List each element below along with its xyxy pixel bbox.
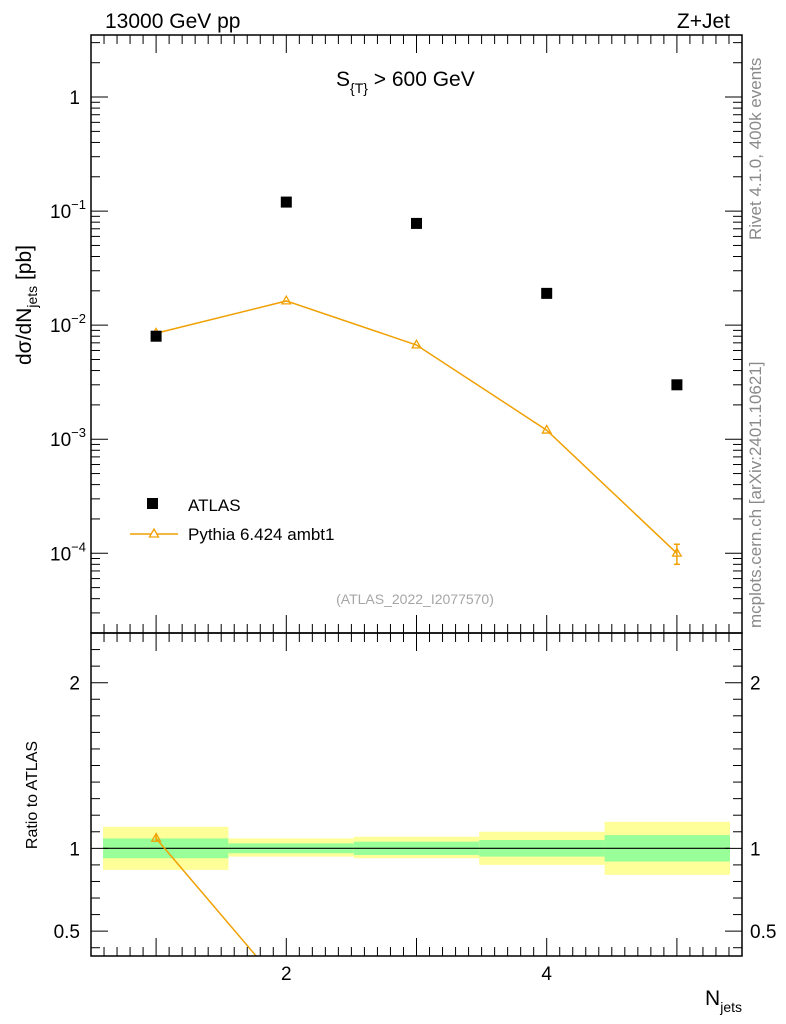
x-tick-label: 4 [541, 964, 552, 985]
legend-mc-marker [148, 527, 160, 538]
legend-atlas-marker [147, 498, 158, 509]
ratio-mc-point [282, 987, 291, 995]
mcplots-source-label: mcplots.cern.ch [arXiv:2401.10621] [746, 362, 765, 628]
svg-text:dσ/dNjets [pb]: dσ/dNjets [pb] [13, 245, 40, 365]
legend-mc-label: Pythia 6.424 ambt1 [188, 525, 334, 544]
mc-data-point [411, 338, 422, 349]
legend-atlas-label: ATLAS [188, 496, 241, 515]
ratio-mc-point [673, 1004, 682, 1012]
atlas-data-point [280, 196, 292, 208]
atlas-data-point [150, 330, 162, 342]
atlas-data-point [541, 287, 553, 299]
plot-title: S{T} > 600 GeV [336, 68, 475, 96]
ratio-panel: 0.5 0.5 1 1 2 2 Ratio to ATLAS [24, 632, 777, 1012]
x-axis-label: Njets [705, 987, 742, 1015]
atlas-data-point [671, 379, 683, 391]
ratio-mc-point [150, 832, 162, 842]
y-tick-label: 10−1 [50, 197, 86, 223]
header-left-label: 13000 GeV pp [105, 10, 240, 33]
y-tick-label: 10−4 [50, 539, 86, 565]
ratio-y-tick-label-left: 1 [69, 839, 80, 860]
rivet-version-label: Rivet 4.1.0, 400k events [746, 58, 765, 240]
ratio-mc-markers [150, 832, 682, 1012]
main-panel: 1 10−1 10−2 10−3 10−4 S{T} > 600 GeV dσ/dNje… [13, 34, 743, 634]
header-right-label: Z+Jet [677, 10, 730, 33]
main-axis-ticks [91, 35, 742, 634]
y-tick-label: 10−3 [50, 425, 86, 451]
analysis-id-label: (ATLAS_2022_I2077570) [336, 591, 494, 607]
ratio-y-tick-label-left: 2 [69, 674, 80, 695]
mc-markers [150, 294, 683, 557]
ratio-frame [90, 632, 743, 957]
x-tick-label: 2 [281, 964, 292, 985]
ratio-y-tick-label-right: 0.5 [750, 922, 776, 943]
ratio-y-tick-label-right: 1 [750, 839, 761, 860]
ratio-mc-point [412, 995, 421, 1003]
ratio-y-axis-label: Ratio to ATLAS [24, 741, 41, 849]
ratio-y-tick-label-right: 2 [750, 674, 761, 695]
y-tick-label: 10−2 [50, 311, 86, 337]
mc-series-line [155, 300, 678, 554]
ratio-axis-ticks [91, 633, 742, 956]
atlas-data-point [411, 217, 422, 229]
ratio-y-tick-label-left: 0.5 [54, 922, 80, 943]
ratio-y-tick-labels: 0.5 0.5 1 1 2 2 [54, 674, 777, 943]
mc-data-point [541, 424, 553, 434]
main-y-tick-labels: 1 10−1 10−2 10−3 10−4 [50, 88, 86, 565]
mc-data-point [280, 294, 292, 305]
legend: ATLAS Pythia 6.424 ambt1 [130, 496, 334, 544]
ratio-mc-line [155, 837, 258, 956]
y-tick-label: 1 [69, 88, 80, 109]
mc-data-point [671, 547, 683, 557]
ratio-mc-point [542, 999, 551, 1007]
main-y-axis-label: dσ/dNjets [pb] [13, 245, 40, 365]
atlas-markers [150, 196, 683, 391]
